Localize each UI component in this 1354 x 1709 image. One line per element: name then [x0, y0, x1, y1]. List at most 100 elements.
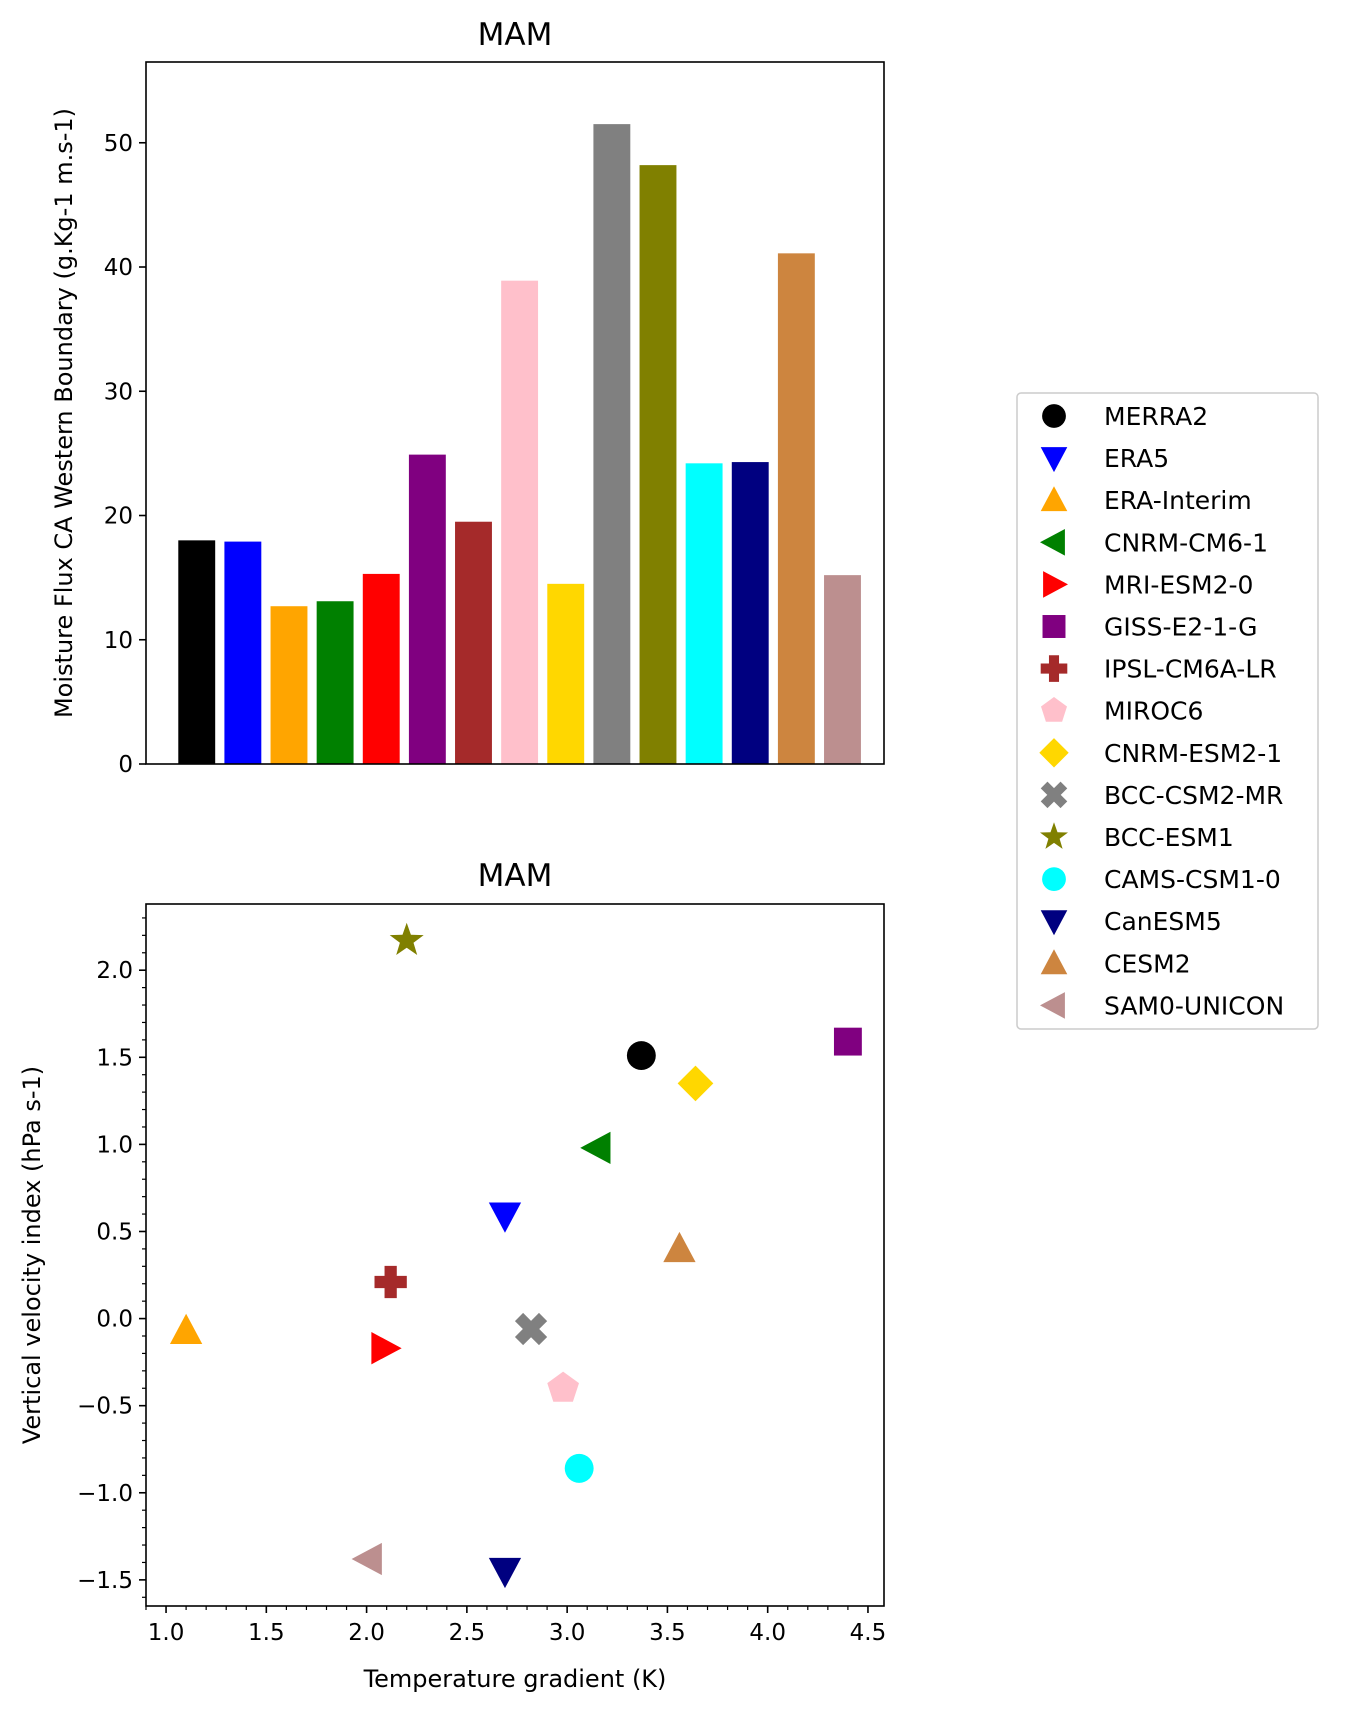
- scatter-y-tick-label: 2.0: [96, 958, 133, 984]
- point-mri-esm2-0: [371, 1332, 402, 1365]
- bar-cnrm-esm2-1: [547, 583, 585, 764]
- legend-marker-ipsl-cm6a-lr: [1040, 655, 1068, 682]
- bar-miroc6: [501, 280, 539, 764]
- legend-marker-sam0-unicon: [1040, 992, 1065, 1019]
- legend-entry-giss-e2-1-g: GISS-E2-1-G: [1042, 613, 1257, 642]
- legend-label: SAM0-UNICON: [1104, 991, 1284, 1020]
- legend-label: MRI-ESM2-0: [1104, 570, 1253, 599]
- scatter-y-tick-label: 1.0: [96, 1132, 133, 1158]
- bar-bcc-csm2-mr: [593, 124, 631, 765]
- bar-y-tick-label: 30: [104, 379, 133, 405]
- legend-label: CanESM5: [1104, 907, 1222, 936]
- legend-entry-cesm2: CESM2: [1040, 949, 1191, 978]
- legend-entry-merra2: MERRA2: [1042, 402, 1208, 431]
- bar-marks: [178, 124, 861, 765]
- bar-merra2: [178, 540, 216, 764]
- bar-giss-e2-1-g: [408, 454, 446, 764]
- scatter-y-tick-label: −0.5: [77, 1394, 133, 1420]
- legend-entry-ipsl-cm6a-lr: IPSL-CM6A-LR: [1040, 655, 1277, 684]
- bar-mri-esm2-0: [362, 573, 400, 764]
- legend-entry-mri-esm2-0: MRI-ESM2-0: [1043, 570, 1253, 599]
- legend-label: CESM2: [1104, 949, 1191, 978]
- legend-label: BCC-ESM1: [1104, 823, 1234, 852]
- bar-chart: MAM 0 10 20 30 40 50 Moisture Flux CA Western…: [50, 17, 885, 778]
- legend-entry-miroc6: MIROC6: [1041, 697, 1203, 726]
- legend-entry-cnrm-cm6-1: CNRM-CM6-1: [1040, 528, 1268, 557]
- scatter-y-tick-label: −1.0: [77, 1481, 133, 1507]
- legend-label: ERA-Interim: [1104, 486, 1252, 515]
- legend-frame: [1016, 392, 1319, 1030]
- legend-entry-era5: ERA5: [1040, 444, 1169, 473]
- bar-y-axis-ticks: 0 10 20 30 40 50: [104, 131, 146, 778]
- bar-era-interim: [270, 606, 308, 764]
- bar-cesm2: [777, 253, 815, 764]
- legend: MERRA2 ERA5 ERA-Interim CNRM-CM6-1 MRI-ESM2-…: [1016, 392, 1319, 1030]
- legend-marker-era5: [1040, 447, 1068, 473]
- scatter-x-tick-label: 2.5: [449, 1620, 486, 1646]
- legend-label: BCC-CSM2-MR: [1104, 781, 1283, 810]
- scatter-y-tick-label: 0.0: [96, 1307, 133, 1333]
- scatter-points: [169, 922, 862, 1589]
- scatter-y-tick-label: −1.5: [77, 1568, 133, 1594]
- point-cesm2: [663, 1231, 696, 1263]
- bar-cams-csm1-0: [685, 463, 723, 764]
- scatter-x-tick-label: 4.0: [749, 1620, 786, 1646]
- legend-entry-bcc-esm1: BCC-ESM1: [1040, 822, 1234, 852]
- scatter-x-axis-ticks: 1.0 1.5 2.0 2.5 3.0 3.5 4.0 4.5: [145, 1606, 886, 1646]
- legend-marker-era-interim: [1040, 486, 1068, 512]
- legend-label: IPSL-CM6A-LR: [1104, 655, 1277, 684]
- scatter-x-tick-label: 1.0: [148, 1620, 185, 1646]
- scatter-y-tick-label: 1.5: [96, 1045, 133, 1071]
- point-giss-e2-1-g: [833, 1027, 862, 1056]
- legend-entry-sam0-unicon: SAM0-UNICON: [1040, 991, 1284, 1020]
- point-era-interim: [169, 1313, 203, 1345]
- legend-marker-cnrm-cm6-1: [1040, 529, 1065, 556]
- legend-entry-canesm5: CanESM5: [1040, 907, 1222, 936]
- scatter-chart: MAM 1.0 1.5 2.0 2.5 3.0 3.5 4.0 4.5 −1.5 −1.0 −0.…: [18, 858, 886, 1693]
- point-canesm5: [488, 1557, 522, 1589]
- legend-label: CNRM-CM6-1: [1104, 528, 1268, 557]
- point-era5: [488, 1202, 522, 1233]
- legend-label: MIROC6: [1104, 697, 1203, 726]
- legend-entry-cnrm-esm2-1: CNRM-ESM2-1: [1039, 738, 1282, 768]
- legend-marker-canesm5: [1040, 910, 1068, 936]
- scatter-chart-title: MAM: [478, 858, 553, 894]
- legend-marker-bcc-esm1: [1040, 822, 1068, 849]
- legend-entry-cams-csm1-0: CAMS-CSM1-0: [1042, 865, 1281, 894]
- point-miroc6: [547, 1371, 579, 1402]
- scatter-x-axis-label: Temperature gradient (K): [363, 1665, 667, 1693]
- legend-label: MERRA2: [1104, 402, 1208, 431]
- legend-entries: MERRA2 ERA5 ERA-Interim CNRM-CM6-1 MRI-ESM2-…: [1039, 402, 1284, 1020]
- bar-era5: [224, 541, 262, 764]
- scatter-x-tick-label: 3.0: [549, 1620, 586, 1646]
- bar-y-axis-label: Moisture Flux CA Western Boundary (g.Kg-…: [50, 108, 78, 718]
- legend-label: ERA5: [1104, 444, 1169, 473]
- legend-entry-bcc-csm2-mr: BCC-CSM2-MR: [1040, 781, 1283, 810]
- legend-marker-cnrm-esm2-1: [1039, 738, 1069, 768]
- legend-label: CNRM-ESM2-1: [1104, 739, 1282, 768]
- scatter-y-tick-label: 0.5: [96, 1219, 133, 1245]
- bar-plot-frame: [145, 61, 885, 765]
- legend-marker-bcc-csm2-mr-shape: [1040, 781, 1068, 809]
- bar-y-tick-label: 0: [118, 752, 133, 778]
- legend-label: CAMS-CSM1-0: [1104, 865, 1281, 894]
- scatter-plot-frame: [145, 903, 885, 1607]
- legend-marker-bcc-csm2-mr: [1040, 781, 1068, 809]
- scatter-x-tick-label: 3.5: [649, 1620, 686, 1646]
- point-cnrm-esm2-1: [677, 1065, 714, 1102]
- point-bcc-esm1: [389, 922, 424, 955]
- legend-marker-cams-csm1-0: [1042, 867, 1066, 891]
- bar-canesm5: [731, 462, 769, 764]
- point-bcc-csm2-mr-shape: [514, 1312, 548, 1346]
- point-merra2: [626, 1041, 656, 1070]
- point-cams-csm1-0: [564, 1453, 594, 1483]
- scatter-y-axis-label: Vertical velocity index (hPa s-1): [18, 1066, 46, 1444]
- bar-y-tick-label: 20: [104, 504, 133, 530]
- bar-y-tick-label: 10: [104, 628, 133, 654]
- bar-cnrm-cm6-1: [316, 601, 354, 764]
- bar-y-tick-label: 40: [104, 255, 133, 281]
- legend-marker-mri-esm2-0: [1043, 571, 1068, 598]
- bar-bcc-esm1: [639, 165, 677, 764]
- scatter-x-tick-label: 2.0: [348, 1620, 385, 1646]
